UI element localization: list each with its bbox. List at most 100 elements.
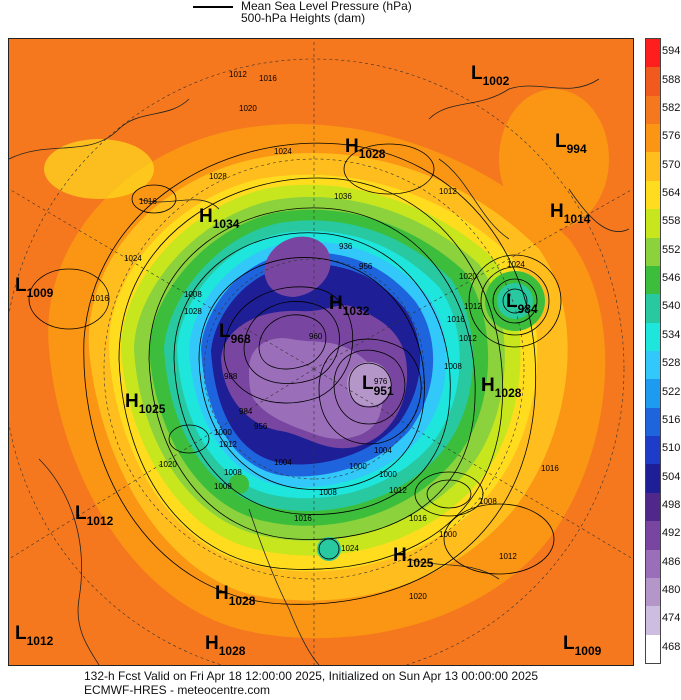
colorbar-label: 486 xyxy=(662,555,681,568)
colorbar-segment xyxy=(646,577,660,607)
isobar-label: 1016 xyxy=(91,294,109,303)
colorbar-segment xyxy=(646,634,660,664)
isobar-label: 1012 xyxy=(219,440,237,449)
isobars xyxy=(28,142,562,605)
colorbar-segment xyxy=(646,39,660,68)
isobar-label: 1016 xyxy=(409,514,427,523)
isobar-label: 1020 xyxy=(159,460,177,469)
colorbar-label: 468 xyxy=(662,640,681,653)
isobar-label: 1000 xyxy=(214,428,232,437)
isobar-label: 1008 xyxy=(319,488,337,497)
isobar-label: 1008 xyxy=(214,482,232,491)
colorbar-segment xyxy=(646,237,660,267)
isobar-label: 1024 xyxy=(124,254,142,263)
colorbar-label: 570 xyxy=(662,158,681,171)
pressure-value: 951 xyxy=(374,384,394,398)
pressure-value: 1012 xyxy=(27,634,54,648)
cutoff-low-bubble xyxy=(317,537,341,561)
colorbar-label: 528 xyxy=(662,357,681,370)
isobar-label: 976 xyxy=(374,377,388,386)
isobar-label: 1008 xyxy=(444,362,462,371)
pressure-value: 1028 xyxy=(219,644,246,658)
pressure-value: 1025 xyxy=(139,402,166,416)
colorbar-segment xyxy=(646,95,660,125)
isobar-label: 1016 xyxy=(541,464,559,473)
colorbar-label: 582 xyxy=(662,101,681,114)
map-canvas: 1012 1016 1020 1024 1028 1036 1012 1016 1024 1016… xyxy=(9,39,633,665)
isobar-label: 1012 xyxy=(229,70,247,79)
colorbar-label: 594 xyxy=(662,45,681,58)
isobar-label: 1016 xyxy=(139,197,157,206)
colorbar-segment xyxy=(646,606,660,636)
isobar-label: 1012 xyxy=(459,334,477,343)
colorbar-segment xyxy=(646,464,660,494)
isobar-label: 1020 xyxy=(239,104,257,113)
pressure-value: 1009 xyxy=(27,286,54,300)
isobar-label: 1012 xyxy=(439,187,457,196)
isobar-label: 1008 xyxy=(224,468,242,477)
colorbar-segment xyxy=(646,549,660,579)
isobar-label: 1028 xyxy=(184,307,202,316)
isobar-label: 1024 xyxy=(341,544,359,553)
weather-map: 1012 1016 1020 1024 1028 1036 1012 1016 1024 1016… xyxy=(8,38,634,666)
colorbar-label: 492 xyxy=(662,527,681,540)
isobar-label: 1004 xyxy=(274,458,292,467)
colorbar-segment xyxy=(646,492,660,522)
colorbar-segment xyxy=(646,265,660,295)
isobar-label: 1016 xyxy=(259,74,277,83)
pressure-value: 1014 xyxy=(564,212,591,226)
colorbar-segment xyxy=(646,209,660,239)
pressure-value: 968 xyxy=(231,332,251,346)
pressure-value: 994 xyxy=(567,142,587,156)
colorbar-segment xyxy=(646,294,660,324)
isobar-label: 988 xyxy=(224,372,238,381)
isobar-label: 984 xyxy=(239,407,253,416)
colorbar-label: 522 xyxy=(662,385,681,398)
pressure-value: 1012 xyxy=(87,514,114,528)
colorbar-label: 534 xyxy=(662,328,681,341)
isobar-labels: 1012 1016 1020 1024 1028 1036 1012 1016 1024 1016… xyxy=(91,70,559,601)
colorbar-label: 480 xyxy=(662,584,681,597)
colorbar-label: 504 xyxy=(662,470,681,483)
isobar-label: 1036 xyxy=(334,192,352,201)
isobar-label: 1008 xyxy=(479,497,497,506)
colorbar-segment xyxy=(646,351,660,380)
colorbar-label: 546 xyxy=(662,272,681,285)
colorbar-segment xyxy=(646,379,660,409)
isobar-label: 1000 xyxy=(349,462,367,471)
isobar-label: 960 xyxy=(309,332,323,341)
model-source-line: ECMWF-HRES - meteocentre.com xyxy=(84,683,271,697)
height-band-486 xyxy=(249,338,383,439)
warm-ridge xyxy=(44,139,154,199)
pressure-value: 1009 xyxy=(575,644,602,658)
colorbar-label: 564 xyxy=(662,187,681,199)
chart-header: Mean Sea Level Pressure (hPa) 500-hPa He… xyxy=(0,0,681,36)
isobar-label: 956 xyxy=(254,422,268,431)
colorbar-label: 498 xyxy=(662,499,681,511)
isobar-label: 1000 xyxy=(439,530,457,539)
colorbar-label: 474 xyxy=(662,612,681,625)
low-core-984-inner xyxy=(497,283,533,319)
colorbar-segment xyxy=(646,152,660,182)
forecast-valid-line: 132-h Fcst Valid on Fri Apr 18 12:00:00 … xyxy=(84,669,539,683)
pressure-value: 1028 xyxy=(229,594,256,608)
warm-ridge xyxy=(499,89,609,229)
isobar-label: 1024 xyxy=(274,147,292,156)
isobar-label: 936 xyxy=(339,242,353,251)
colorbar-label: 516 xyxy=(662,413,681,426)
isobar-label: 1000 xyxy=(379,470,397,479)
isobar-label: 1020 xyxy=(409,592,427,601)
isobar-label: 1016 xyxy=(447,315,465,324)
height-band-486-north xyxy=(264,236,331,297)
colorbar-segment xyxy=(646,67,660,97)
isobar-label: 1004 xyxy=(374,446,392,455)
chart-footer: 132-h Fcst Valid on Fri Apr 18 12:00:00 … xyxy=(0,670,681,700)
low-core-951 xyxy=(347,362,391,406)
colorbar-segment xyxy=(646,180,660,210)
isobar-label: 1028 xyxy=(209,172,227,181)
height-colorbar xyxy=(645,38,661,664)
isobar-label: 1016 xyxy=(294,514,312,523)
pressure-value: 1028 xyxy=(359,147,386,161)
isobar-label: 1008 xyxy=(184,290,202,299)
isobar-legend-line xyxy=(193,6,233,8)
